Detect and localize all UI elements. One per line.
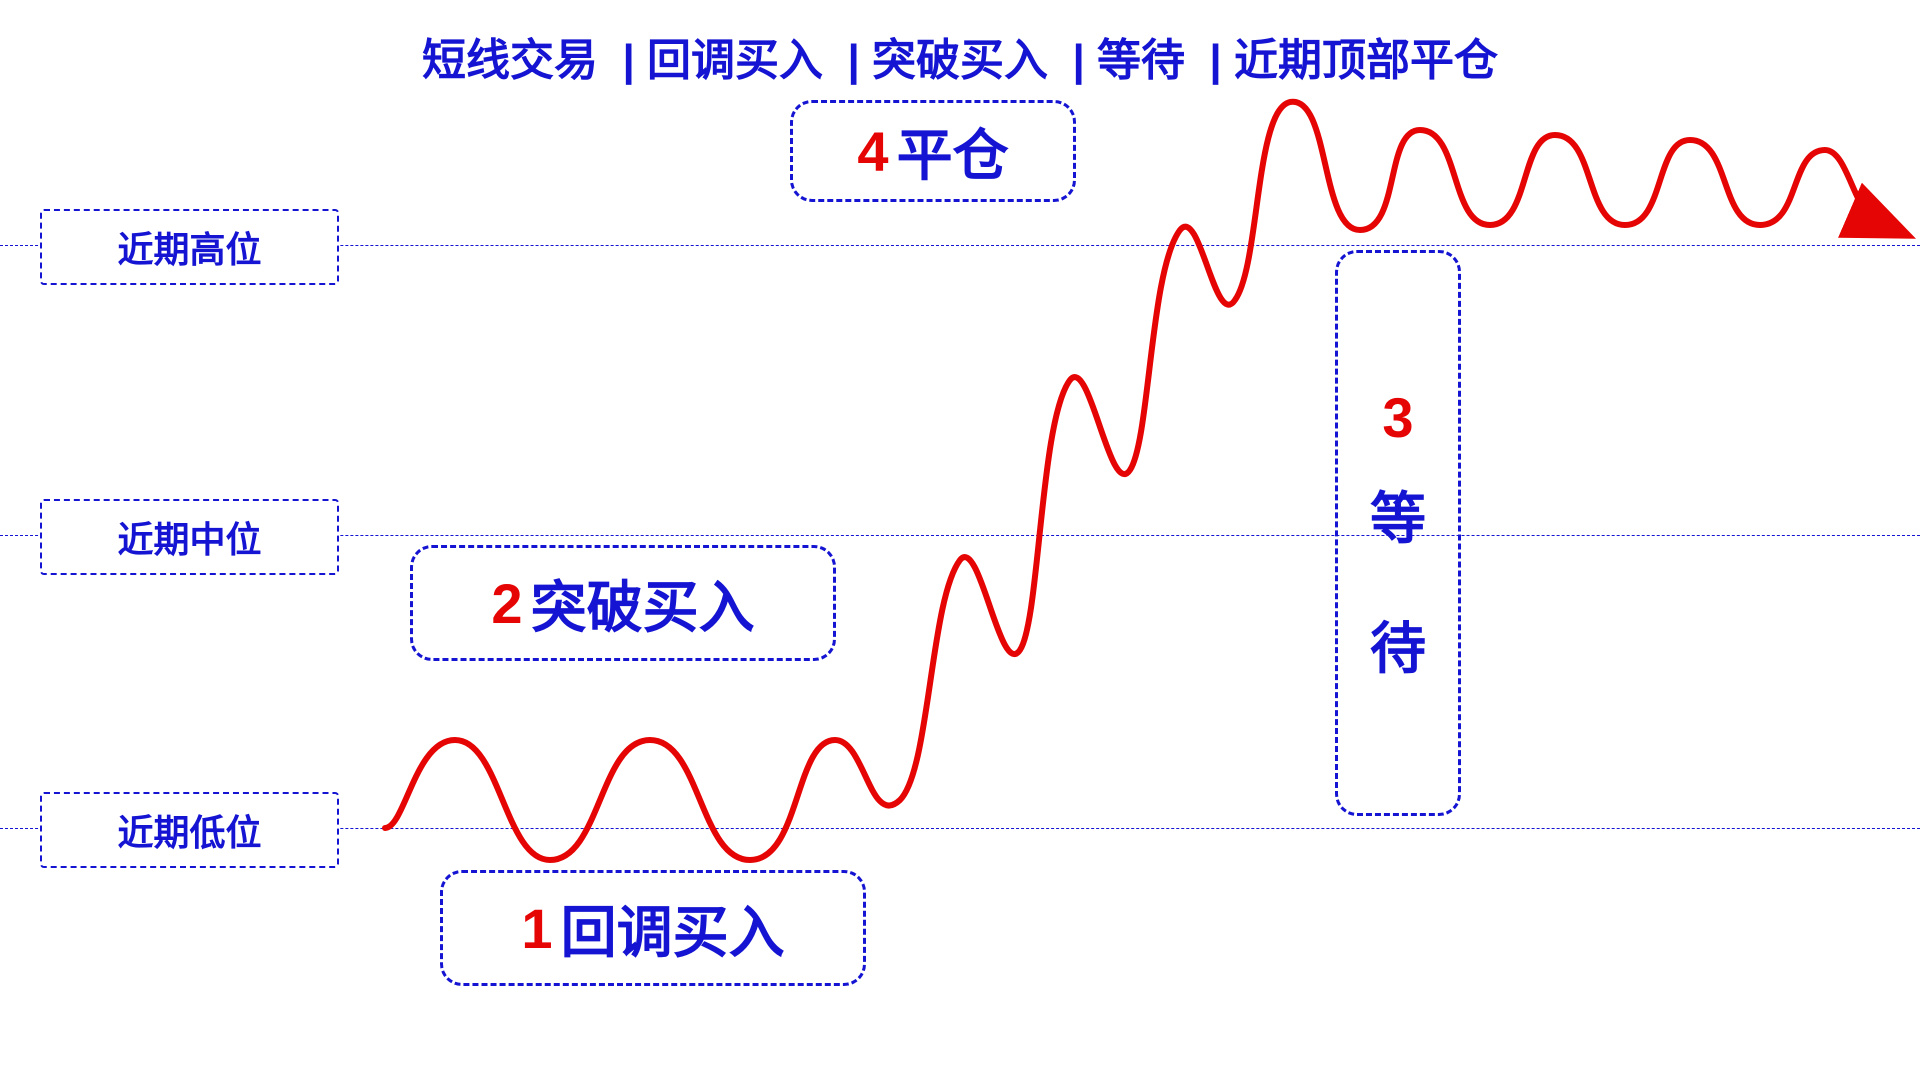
callout-text: 回调买入 — [561, 888, 785, 969]
callout-text: 平仓 — [897, 111, 1009, 192]
level-label: 近期中位 — [40, 499, 339, 575]
title-part: 突破买入 — [872, 36, 1048, 85]
callout-number: 3 — [1382, 373, 1413, 463]
diagram-stage: 短线交易 | 回调买入 | 突破买入 | 等待 | 近期顶部平仓 近期高位近期中… — [0, 0, 1920, 1080]
callout-text-char: 等 — [1370, 474, 1426, 564]
callout-text: 突破买入 — [531, 563, 755, 644]
title-part: 等待 — [1097, 36, 1185, 85]
callout-number: 2 — [491, 571, 522, 636]
title-part: 回调买入 — [647, 36, 823, 85]
callout-number: 4 — [857, 119, 888, 184]
callout-c1: 1回调买入 — [440, 870, 866, 986]
level-label: 近期高位 — [40, 209, 339, 285]
callout-c2: 2突破买入 — [410, 545, 836, 661]
callout-c4: 4平仓 — [790, 100, 1076, 202]
callout-text-char: 待 — [1370, 604, 1426, 694]
callout-number: 1 — [521, 896, 552, 961]
diagram-title: 短线交易 | 回调买入 | 突破买入 | 等待 | 近期顶部平仓 — [0, 24, 1920, 88]
callout-c3: 3 等待 — [1335, 250, 1461, 816]
title-part: 近期顶部平仓 — [1234, 36, 1498, 85]
title-part: 短线交易 — [422, 36, 598, 85]
level-label: 近期低位 — [40, 792, 339, 868]
